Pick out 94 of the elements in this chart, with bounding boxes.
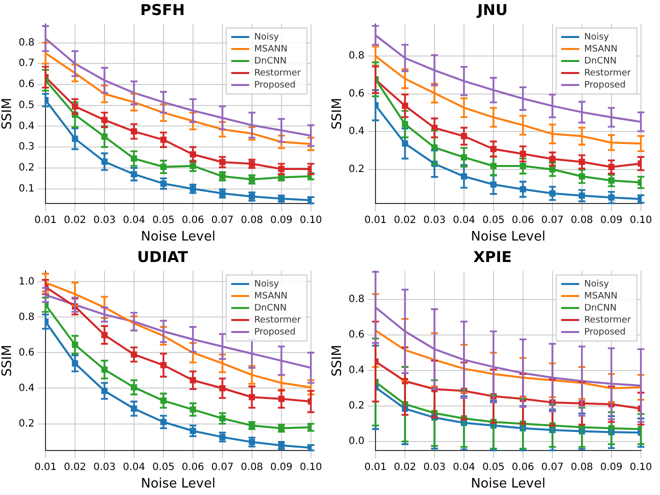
- legend-label: DnCNN: [584, 56, 617, 66]
- y-tick-label: 0.6: [18, 347, 35, 358]
- x-tick-label: 0.10: [630, 214, 652, 226]
- x-axis-title: Noise Level: [140, 476, 216, 492]
- y-tick-label: 0.3: [18, 142, 35, 153]
- x-tick-label: 0.06: [182, 462, 204, 473]
- legend-label: Noisy: [254, 32, 280, 42]
- x-tick-label: 0.07: [211, 462, 234, 473]
- x-tick-label: 0.06: [512, 214, 534, 226]
- x-tick-label: 0.04: [122, 462, 146, 473]
- y-tick-label: 0.2: [348, 164, 365, 175]
- legend-label: MSANN: [254, 44, 288, 54]
- x-tick-label: 0.09: [270, 214, 293, 226]
- y-tick-label: 0.7: [18, 58, 35, 70]
- x-tick-label: 0.05: [152, 214, 175, 226]
- x-tick-label: 0.08: [240, 462, 264, 473]
- x-axis-title: Noise Level: [470, 476, 546, 492]
- y-tick-label: 0.8: [348, 294, 365, 306]
- legend-label: MSANN: [254, 291, 288, 302]
- legend-label: Noisy: [584, 279, 610, 290]
- x-tick-label: 0.07: [541, 462, 564, 473]
- legend-label: Restormer: [584, 68, 632, 78]
- legend-label: Restormer: [584, 315, 632, 326]
- y-tick-label: 0.2: [348, 400, 365, 412]
- x-tick-label: 0.01: [364, 462, 387, 473]
- chart-title: UDIAT: [137, 248, 189, 266]
- x-axis-title: Noise Level: [470, 230, 546, 245]
- y-tick-label: 0.4: [18, 120, 35, 132]
- x-tick-label: 0.04: [452, 462, 476, 473]
- legend-label: MSANN: [584, 291, 618, 302]
- x-tick-label: 0.09: [270, 462, 293, 473]
- x-tick-label: 0.03: [423, 214, 446, 226]
- y-tick-label: 0.0: [348, 436, 365, 448]
- x-tick-label: 0.09: [600, 462, 623, 473]
- y-tick-label: 0.2: [18, 418, 35, 430]
- x-tick-label: 0.05: [152, 462, 175, 473]
- x-tick-label: 0.01: [34, 462, 57, 473]
- y-tick-label: 0.6: [348, 88, 365, 100]
- y-tick-label: 0.1: [18, 183, 35, 194]
- legend-label: DnCNN: [254, 303, 287, 314]
- x-axis-title: Noise Level: [140, 230, 216, 245]
- x-tick-label: 0.04: [452, 214, 476, 226]
- y-tick-label: 0.8: [18, 37, 35, 48]
- y-tick-label: 0.6: [18, 79, 35, 90]
- y-tick-label: 0.8: [348, 50, 365, 62]
- legend-label: Proposed: [584, 80, 626, 90]
- chart-title: JNU: [476, 0, 508, 19]
- x-tick-label: 0.10: [300, 214, 322, 226]
- y-tick-label: 0.5: [18, 100, 35, 111]
- x-tick-label: 0.08: [570, 214, 594, 226]
- x-tick-label: 0.02: [394, 462, 416, 473]
- chart-title: PSFH: [140, 0, 185, 19]
- x-tick-label: 0.10: [630, 462, 652, 473]
- x-tick-label: 0.05: [482, 462, 505, 473]
- y-tick-label: 0.8: [18, 312, 35, 323]
- y-tick-label: 0.4: [348, 365, 365, 376]
- x-tick-label: 0.10: [300, 462, 322, 473]
- y-tick-label: 0.2: [18, 162, 35, 174]
- x-tick-label: 0.02: [64, 462, 86, 473]
- y-axis-title: SSIM: [0, 98, 16, 130]
- y-tick-label: 0.6: [348, 330, 365, 341]
- legend-label: Noisy: [254, 279, 280, 290]
- legend-label: Noisy: [584, 32, 610, 42]
- y-tick-label: 0.4: [18, 382, 35, 394]
- x-tick-label: 0.03: [423, 462, 446, 473]
- chart-title: XPIE: [473, 248, 512, 266]
- legend-label: Proposed: [254, 327, 296, 338]
- x-tick-label: 0.04: [122, 214, 146, 226]
- x-tick-label: 0.09: [600, 214, 623, 226]
- legend-label: Restormer: [254, 315, 302, 326]
- legend-label: Proposed: [584, 327, 626, 338]
- x-tick-label: 0.07: [211, 214, 234, 226]
- x-tick-label: 0.01: [34, 214, 57, 226]
- x-tick-label: 0.07: [541, 214, 564, 226]
- x-tick-label: 0.02: [64, 214, 86, 226]
- x-tick-label: 0.03: [93, 214, 116, 226]
- y-tick-label: 1.0: [18, 276, 35, 288]
- legend-label: Restormer: [254, 68, 302, 78]
- legend-label: DnCNN: [254, 56, 287, 66]
- y-axis-title: SSIM: [330, 98, 346, 130]
- x-tick-label: 0.06: [182, 214, 204, 226]
- x-tick-label: 0.02: [394, 214, 416, 226]
- legend-label: DnCNN: [584, 303, 617, 314]
- x-tick-label: 0.03: [93, 462, 116, 473]
- x-tick-label: 0.01: [364, 214, 387, 226]
- x-tick-label: 0.08: [240, 214, 264, 226]
- legend-label: MSANN: [584, 44, 618, 54]
- x-tick-label: 0.06: [512, 462, 534, 473]
- x-tick-label: 0.05: [482, 214, 505, 226]
- y-axis-title: SSIM: [0, 344, 16, 376]
- legend-label: Proposed: [254, 80, 296, 90]
- y-tick-label: 0.4: [348, 126, 365, 138]
- x-tick-label: 0.08: [570, 462, 594, 473]
- y-axis-title: SSIM: [330, 344, 346, 376]
